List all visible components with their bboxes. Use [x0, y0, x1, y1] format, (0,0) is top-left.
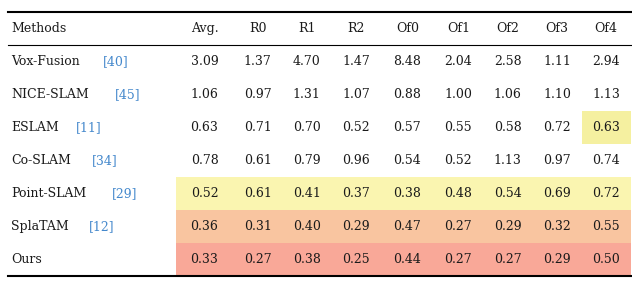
- Text: 0.52: 0.52: [191, 187, 218, 200]
- Text: 1.06: 1.06: [494, 88, 521, 101]
- Text: 0.29: 0.29: [494, 220, 521, 233]
- Text: 1.06: 1.06: [191, 88, 219, 101]
- Text: 0.69: 0.69: [543, 187, 571, 200]
- Text: 1.07: 1.07: [342, 88, 370, 101]
- Text: Of4: Of4: [595, 22, 617, 35]
- Text: [29]: [29]: [112, 187, 137, 200]
- Text: 0.27: 0.27: [244, 253, 271, 266]
- Text: 0.58: 0.58: [494, 121, 521, 134]
- Text: 1.00: 1.00: [444, 88, 472, 101]
- Text: 0.27: 0.27: [445, 253, 472, 266]
- Text: [45]: [45]: [115, 88, 140, 101]
- Text: 0.57: 0.57: [394, 121, 421, 134]
- Text: 0.72: 0.72: [543, 121, 571, 134]
- Text: 0.32: 0.32: [543, 220, 571, 233]
- Text: 3.09: 3.09: [191, 55, 219, 68]
- Text: 1.13: 1.13: [592, 88, 620, 101]
- Text: 0.38: 0.38: [393, 187, 421, 200]
- Text: 0.70: 0.70: [293, 121, 320, 134]
- Text: Co-SLAM: Co-SLAM: [11, 154, 71, 167]
- Text: 0.97: 0.97: [543, 154, 571, 167]
- Text: 0.47: 0.47: [393, 220, 421, 233]
- Text: 0.38: 0.38: [293, 253, 321, 266]
- Text: R2: R2: [348, 22, 365, 35]
- Text: Of2: Of2: [496, 22, 519, 35]
- Text: 0.52: 0.52: [343, 121, 370, 134]
- Text: 0.78: 0.78: [191, 154, 219, 167]
- Text: 0.61: 0.61: [244, 187, 272, 200]
- Text: Avg.: Avg.: [191, 22, 218, 35]
- Text: 0.29: 0.29: [343, 220, 370, 233]
- Text: 0.27: 0.27: [494, 253, 521, 266]
- Text: Vox-Fusion: Vox-Fusion: [11, 55, 80, 68]
- Text: 1.10: 1.10: [543, 88, 571, 101]
- Text: Of0: Of0: [396, 22, 419, 35]
- Text: 0.55: 0.55: [592, 220, 620, 233]
- Text: 1.13: 1.13: [494, 154, 521, 167]
- Text: 0.36: 0.36: [191, 220, 219, 233]
- Text: 2.94: 2.94: [592, 55, 620, 68]
- Text: 0.74: 0.74: [592, 154, 620, 167]
- Text: 0.27: 0.27: [445, 220, 472, 233]
- Text: Methods: Methods: [11, 22, 66, 35]
- Text: 1.11: 1.11: [543, 55, 571, 68]
- Text: 2.58: 2.58: [494, 55, 521, 68]
- Text: R0: R0: [249, 22, 266, 35]
- Text: 0.25: 0.25: [343, 253, 370, 266]
- Text: 0.50: 0.50: [592, 253, 620, 266]
- Text: 1.37: 1.37: [244, 55, 272, 68]
- Text: 1.47: 1.47: [342, 55, 370, 68]
- Text: Of1: Of1: [447, 22, 470, 35]
- Text: 0.96: 0.96: [342, 154, 370, 167]
- Text: 0.41: 0.41: [293, 187, 321, 200]
- Text: 0.37: 0.37: [342, 187, 370, 200]
- Text: 0.71: 0.71: [244, 121, 272, 134]
- Text: [40]: [40]: [103, 55, 129, 68]
- Text: [34]: [34]: [92, 154, 118, 167]
- Text: 0.54: 0.54: [494, 187, 521, 200]
- Text: NICE-SLAM: NICE-SLAM: [11, 88, 89, 101]
- Text: 0.54: 0.54: [393, 154, 421, 167]
- Bar: [581, 111, 631, 144]
- Text: 0.63: 0.63: [592, 121, 620, 134]
- Text: 0.33: 0.33: [191, 253, 219, 266]
- Text: 0.61: 0.61: [244, 154, 272, 167]
- Text: 0.55: 0.55: [445, 121, 472, 134]
- Text: 0.29: 0.29: [543, 253, 571, 266]
- Text: 8.48: 8.48: [393, 55, 421, 68]
- Text: R1: R1: [298, 22, 315, 35]
- Text: 4.70: 4.70: [293, 55, 320, 68]
- Text: ESLAM: ESLAM: [11, 121, 59, 134]
- Text: 2.04: 2.04: [444, 55, 472, 68]
- Text: Of3: Of3: [545, 22, 568, 35]
- Text: 0.63: 0.63: [191, 121, 219, 134]
- Text: [11]: [11]: [76, 121, 102, 134]
- Text: 0.40: 0.40: [293, 220, 321, 233]
- Text: Point-SLAM: Point-SLAM: [11, 187, 87, 200]
- Text: 0.52: 0.52: [445, 154, 472, 167]
- Text: 0.97: 0.97: [244, 88, 271, 101]
- Text: 0.48: 0.48: [444, 187, 472, 200]
- Text: 1.31: 1.31: [293, 88, 321, 101]
- Text: 0.44: 0.44: [393, 253, 421, 266]
- Text: 0.88: 0.88: [393, 88, 421, 101]
- Text: [12]: [12]: [89, 220, 114, 233]
- Text: SplaTAM: SplaTAM: [11, 220, 69, 233]
- Text: 0.79: 0.79: [293, 154, 320, 167]
- Text: 0.72: 0.72: [592, 187, 620, 200]
- Text: 0.31: 0.31: [244, 220, 272, 233]
- Text: Ours: Ours: [11, 253, 42, 266]
